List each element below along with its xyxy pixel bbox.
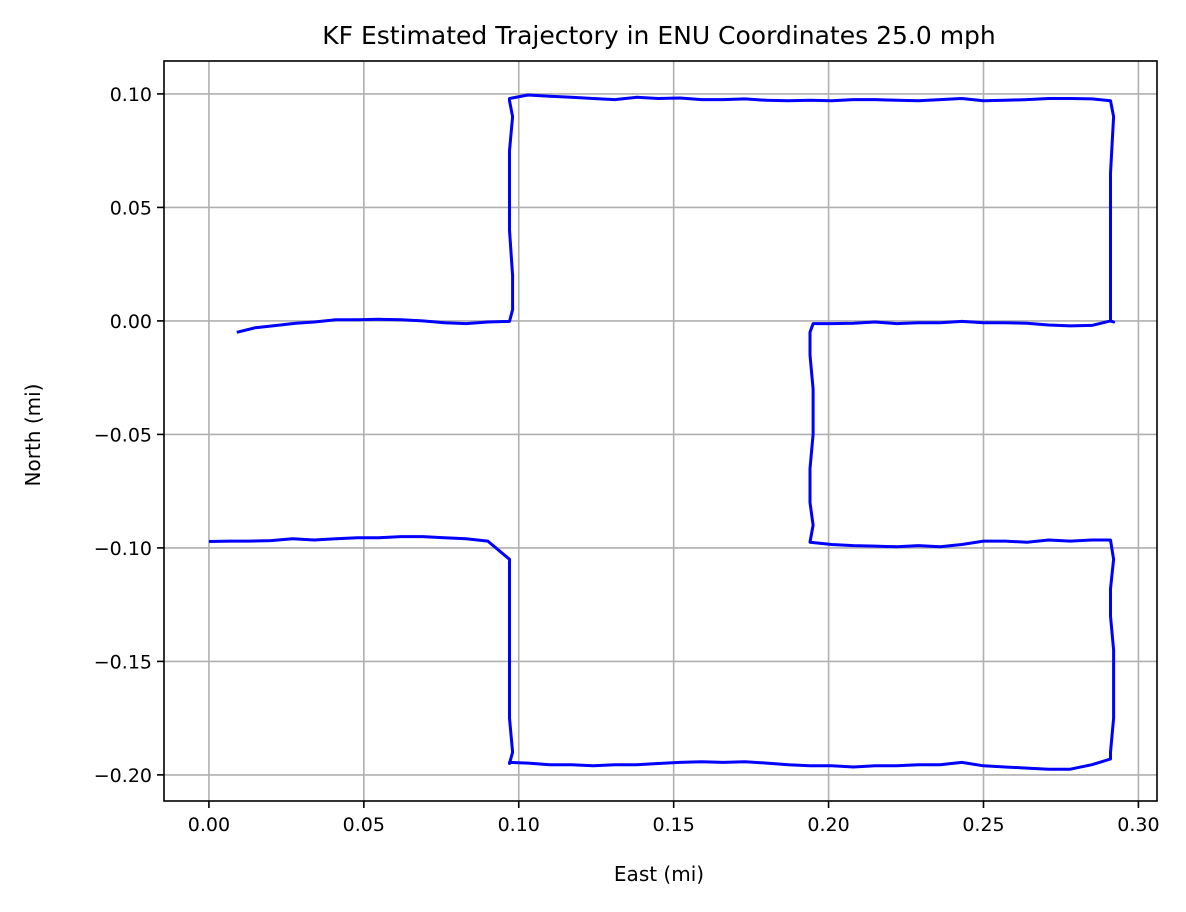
y-tick-label: 0.10 xyxy=(110,84,152,106)
y-tick-label: −0.10 xyxy=(94,538,152,560)
x-tick-label: 0.30 xyxy=(1117,814,1159,836)
x-tick-label: 0.20 xyxy=(807,814,849,836)
y-tick-label: 0.00 xyxy=(110,311,152,333)
x-axis-label: East (mi) xyxy=(614,862,704,886)
y-axis: 0.10 0.05 0.00 −0.05 −0.10 −0.15 −0.20 xyxy=(94,84,164,787)
y-tick-label: −0.20 xyxy=(94,765,152,787)
y-axis-label: North (mi) xyxy=(21,384,45,487)
plot-frame xyxy=(163,60,1158,802)
y-tick-label: −0.05 xyxy=(94,424,152,446)
grid xyxy=(164,61,1157,801)
y-tick-label: −0.15 xyxy=(94,651,152,673)
x-tick-label: 0.25 xyxy=(962,814,1004,836)
series-layer xyxy=(208,93,1116,771)
x-tick-label: 0.00 xyxy=(188,814,230,836)
x-axis: 0.00 0.05 0.10 0.15 0.20 0.25 0.30 xyxy=(188,801,1160,836)
x-tick-label: 0.05 xyxy=(343,814,385,836)
x-tick-label: 0.10 xyxy=(498,814,540,836)
chart-title: KF Estimated Trajectory in ENU Coordinat… xyxy=(322,21,996,50)
x-tick-label: 0.15 xyxy=(653,814,695,836)
y-tick-label: 0.05 xyxy=(110,197,152,219)
trajectory-line xyxy=(208,93,1116,771)
